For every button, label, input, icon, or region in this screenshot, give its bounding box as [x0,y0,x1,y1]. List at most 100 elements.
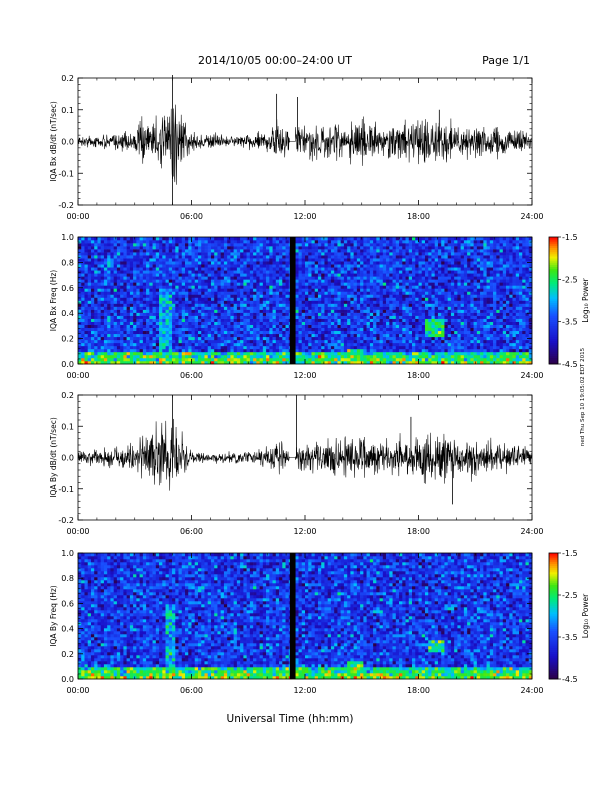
heatmap-cell [376,270,380,274]
heatmap-cell [279,324,283,329]
heatmap-cell [450,333,455,338]
heatmap-cell [428,288,432,292]
heatmap-cell [97,246,101,250]
heatmap-cell [450,357,455,362]
heatmap-cell [389,303,393,307]
heatmap-cell [321,240,325,244]
heatmap-cell [181,354,186,359]
heatmap-cell [366,252,371,256]
heatmap-cell [256,273,260,277]
heatmap-cell [418,300,423,304]
heatmap-cell [90,330,95,335]
heatmap-cell [159,339,163,344]
heatmap-cell [159,306,163,310]
heatmap-cell [178,252,183,256]
heatmap-cell [97,264,101,268]
heatmap-cell [399,282,403,286]
heatmap-cell [149,339,153,344]
heatmap-cell [305,270,309,274]
heatmap-cell [428,249,432,253]
heatmap-cell [360,240,364,244]
heatmap-cell [120,345,124,350]
heatmap-cell [356,249,361,253]
heatmap-cell [382,237,387,241]
heatmap-cell [227,297,231,301]
heatmap-cell [272,264,277,268]
heatmap-cell [327,321,332,325]
heatmap-cell [363,264,367,268]
heatmap-cell [450,243,455,247]
heatmap-cell [110,339,114,344]
heatmap-cell [126,279,131,283]
heatmap-cell [97,237,101,241]
heatmap-cell [100,294,105,298]
heatmap-cell [285,336,290,341]
y-axis-label: IQA Bx dB/dt (nT/sec) [49,101,58,182]
heatmap-cell [100,351,105,356]
heatmap-cell [87,303,92,307]
heatmap-cell [450,279,455,283]
heatmap-cell [321,321,325,325]
heatmap-cell [421,297,426,301]
heatmap-cell [311,315,316,319]
heatmap-cell [444,282,448,286]
heatmap-cell [103,237,108,241]
heatmap-cell [188,294,192,298]
heatmap-cell [298,348,303,353]
heatmap-cell [214,288,218,292]
heatmap-cell [175,303,179,307]
heatmap-cell [356,327,361,332]
heatmap-cell [450,348,455,353]
heatmap-cell [84,342,89,347]
heatmap-cell [282,264,286,268]
heatmap-cell [142,243,147,247]
heatmap-cell [172,297,176,301]
heatmap-cell [146,258,150,262]
heatmap-cell [129,282,134,286]
x-tick-label: 18:00 [407,212,430,221]
heatmap-cell [402,360,406,365]
heatmap-cell [386,252,390,256]
heatmap-cell [240,339,244,344]
heatmap-cell [126,270,131,274]
heatmap-cell [285,345,290,350]
heatmap-cell [279,336,283,341]
heatmap-cell [103,312,108,316]
heatmap-cell [78,243,82,247]
heatmap-cell [139,321,144,325]
heatmap-cell [162,303,166,307]
heatmap-cell [155,237,160,241]
heatmap-cell [382,285,387,289]
heatmap-cell [178,294,183,298]
heatmap-cell [418,321,423,325]
heatmap-cell [392,276,397,280]
heatmap-cell [437,321,442,325]
heatmap-cell [272,318,277,322]
heatmap-cell [305,351,309,356]
heatmap-cell [139,333,144,338]
heatmap-cell [379,270,384,274]
heatmap-cell [126,312,131,316]
heatmap-cell [107,297,111,301]
heatmap-cell [334,321,338,325]
heatmap-cell [223,252,228,256]
heatmap-cell [395,258,400,262]
heatmap-cell [317,351,322,356]
heatmap-cell [126,276,131,280]
heatmap-cell [272,312,277,316]
heatmap-cell [249,324,254,329]
heatmap-cell [214,273,218,277]
heatmap-cell [194,360,199,365]
heatmap-cell [266,288,270,292]
heatmap-cell [129,255,134,259]
heatmap-cell [243,354,247,359]
heatmap-cell [159,279,163,283]
heatmap-cell [266,285,270,289]
heatmap-cell [201,285,205,289]
heatmap-cell [424,261,429,265]
heatmap-cell [317,255,322,259]
heatmap-cell [356,270,361,274]
heatmap-cell [395,237,400,241]
heatmap-cell [447,255,452,259]
heatmap-cell [178,291,183,295]
